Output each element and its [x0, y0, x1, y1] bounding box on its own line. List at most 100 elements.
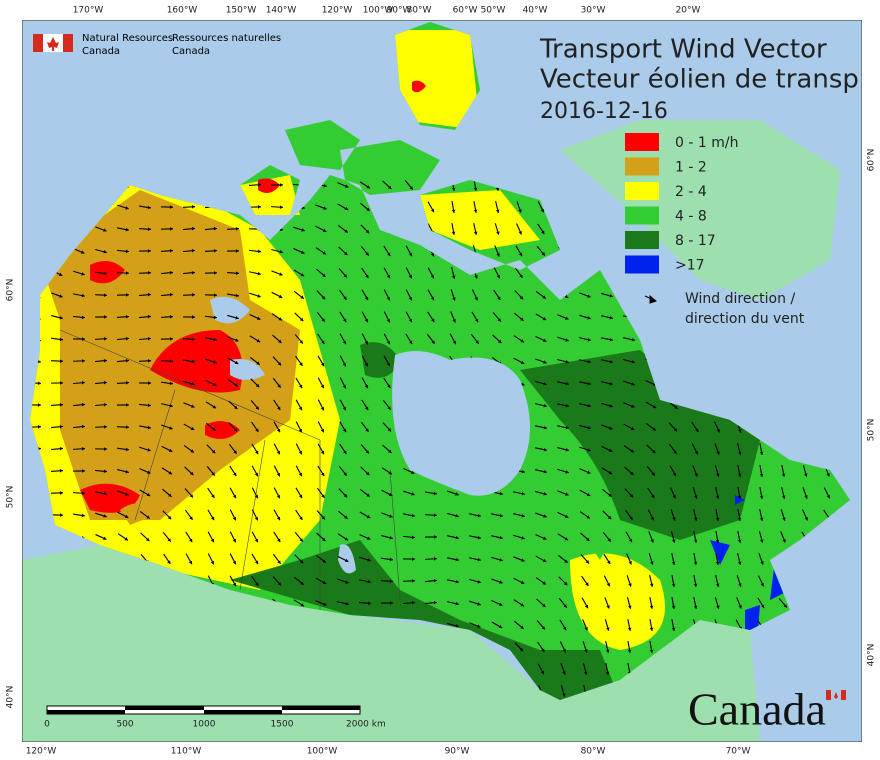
- arrow-head: [81, 380, 85, 385]
- arrow-head: [498, 602, 503, 606]
- arrow-head: [609, 426, 613, 430]
- lon-label: 60°W: [453, 6, 478, 16]
- arrow-head: [298, 494, 303, 499]
- arrow-head: [607, 560, 611, 565]
- arrow-head: [542, 295, 546, 299]
- flag-bar: [63, 34, 73, 52]
- arrow-head: [760, 539, 764, 543]
- legend-label: direction du vent: [685, 311, 805, 327]
- arrow-head: [497, 318, 501, 322]
- arrow-head: [650, 516, 654, 521]
- zone: [258, 178, 280, 194]
- arrow-head: [103, 402, 107, 407]
- arrow-head: [320, 384, 324, 389]
- arrow-head: [169, 359, 173, 363]
- arrow-head: [81, 447, 85, 451]
- arrow-head: [279, 183, 283, 187]
- arrow-head: [81, 402, 85, 407]
- arrow-head: [630, 471, 634, 475]
- arrow-head: [737, 495, 742, 499]
- arrow-head: [169, 270, 173, 275]
- arrow-head: [344, 558, 349, 562]
- arrow-head: [257, 294, 261, 298]
- arrow-head: [760, 582, 764, 587]
- legend-label: Wind direction /: [685, 291, 795, 307]
- arrow-head: [323, 602, 327, 606]
- arrow-head: [672, 539, 676, 543]
- legend-swatch: [625, 133, 659, 151]
- arrow-head: [278, 294, 283, 298]
- arrow-head: [386, 296, 390, 301]
- arrow-head: [125, 336, 129, 341]
- arrow-head: [607, 538, 611, 542]
- arrow-head: [587, 426, 591, 430]
- arrow-head: [365, 229, 370, 234]
- arrow-head: [276, 472, 280, 477]
- arrow-head: [147, 403, 151, 408]
- arrow-head: [343, 493, 348, 498]
- arrow-head: [430, 274, 434, 279]
- arrow-head: [408, 274, 412, 279]
- arrow-head: [299, 362, 303, 366]
- arrow-head: [609, 381, 613, 386]
- arrow-head: [321, 516, 325, 520]
- arrow-head: [367, 601, 371, 606]
- arrow-head: [168, 493, 172, 497]
- arrow-head: [781, 473, 786, 477]
- legend-swatch: [625, 157, 659, 176]
- arrow-head: [474, 275, 478, 279]
- arrow-head: [542, 316, 547, 321]
- arrow-head: [609, 294, 613, 298]
- arrow-head: [125, 271, 129, 275]
- arrow-head: [562, 671, 566, 675]
- arrow-head: [474, 318, 479, 323]
- arrow-head: [364, 384, 369, 389]
- arrow-head: [672, 472, 677, 477]
- arrow-head: [451, 275, 456, 279]
- arrow-head: [235, 338, 239, 342]
- lon-label: 90°W: [387, 6, 412, 16]
- arrow-head: [169, 403, 173, 408]
- legend-arrow: [644, 294, 658, 304]
- wordmark: Canada: [688, 684, 846, 735]
- arrow-head: [715, 561, 720, 565]
- zone: [230, 540, 620, 700]
- arrow-head: [277, 560, 281, 564]
- arrow-head: [651, 472, 655, 476]
- arrow-head: [520, 625, 524, 629]
- arrow-head: [499, 491, 503, 496]
- arrow-head: [323, 183, 327, 188]
- lat-label: 50°N: [6, 486, 16, 509]
- arrow-head: [605, 649, 610, 653]
- arrow-head: [562, 693, 566, 697]
- arrow-head: [344, 537, 349, 541]
- arrow-head: [168, 448, 173, 452]
- arrow-head: [497, 339, 502, 344]
- arrow-head: [322, 228, 327, 232]
- arrow-head: [451, 209, 456, 213]
- lat-label: 40°N: [867, 644, 877, 667]
- arrow-head: [232, 516, 236, 521]
- arrow-head: [103, 358, 107, 363]
- arrow-head: [760, 561, 764, 565]
- arrow-head: [499, 513, 503, 518]
- arrow-head: [256, 361, 260, 365]
- arrow-head: [495, 187, 500, 191]
- lon-label: 20°W: [676, 6, 701, 16]
- arrow-head: [125, 403, 129, 407]
- arrow-head: [321, 472, 325, 477]
- arrow-head: [631, 337, 635, 342]
- arrow-head: [630, 449, 634, 453]
- arrow-head: [81, 424, 85, 429]
- zone: [390, 30, 480, 130]
- arrow-head: [125, 447, 129, 452]
- arrow-head: [671, 561, 676, 565]
- flag-bar: [33, 34, 43, 52]
- arrow-head: [59, 315, 63, 320]
- arrow-head: [411, 470, 415, 474]
- arrow-head: [521, 513, 525, 518]
- arrow-head: [145, 537, 150, 542]
- arrow-head: [103, 447, 107, 451]
- arrow-head: [649, 583, 654, 587]
- arrow-head: [673, 450, 677, 454]
